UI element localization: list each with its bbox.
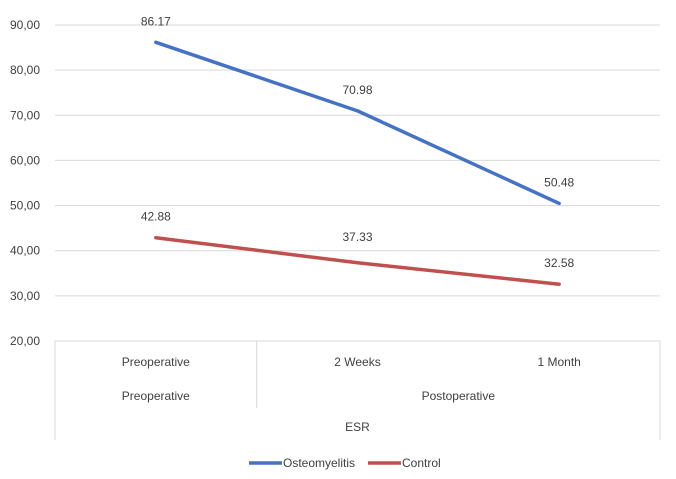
y-tick-label: 80,00 bbox=[10, 63, 40, 77]
series-lines bbox=[156, 42, 560, 284]
y-tick-label: 50,00 bbox=[10, 199, 40, 213]
y-tick-label: 20,00 bbox=[10, 334, 40, 348]
y-axis-tick-labels: 20,00 30,00 40,00 50,00 60,00 70,00 80,00 90,00 bbox=[10, 18, 40, 348]
data-label: 32.58 bbox=[544, 256, 574, 270]
y-tick-label: 90,00 bbox=[10, 18, 40, 32]
legend-label: Control bbox=[402, 456, 441, 470]
x-category-label: 1 Month bbox=[537, 355, 580, 369]
y-tick-label: 70,00 bbox=[10, 108, 40, 122]
legend: Osteomyelitis Control bbox=[249, 456, 441, 470]
category-axis: Preoperative 2 Weeks 1 Month Preoperative Po… bbox=[55, 341, 660, 440]
data-label: 37.33 bbox=[342, 230, 372, 244]
x-group-label: Preoperative bbox=[122, 389, 190, 403]
data-label: 42.88 bbox=[141, 210, 171, 224]
data-label: 70.98 bbox=[342, 83, 372, 97]
x-category-label: 2 Weeks bbox=[334, 355, 380, 369]
series-line-osteomyelitis bbox=[156, 42, 559, 203]
x-category-label: Preoperative bbox=[122, 355, 190, 369]
x-super-label: ESR bbox=[345, 420, 370, 434]
x-group-label: Postoperative bbox=[422, 389, 496, 403]
y-tick-label: 40,00 bbox=[10, 244, 40, 258]
data-label: 50.48 bbox=[544, 175, 574, 189]
y-tick-label: 60,00 bbox=[10, 153, 40, 167]
data-labels: 86.17 70.98 50.48 42.88 37.33 32.58 bbox=[141, 14, 575, 270]
series-line-control bbox=[156, 238, 559, 284]
data-label: 86.17 bbox=[141, 14, 171, 28]
y-tick-label: 30,00 bbox=[10, 289, 40, 303]
legend-label: Osteomyelitis bbox=[283, 456, 355, 470]
